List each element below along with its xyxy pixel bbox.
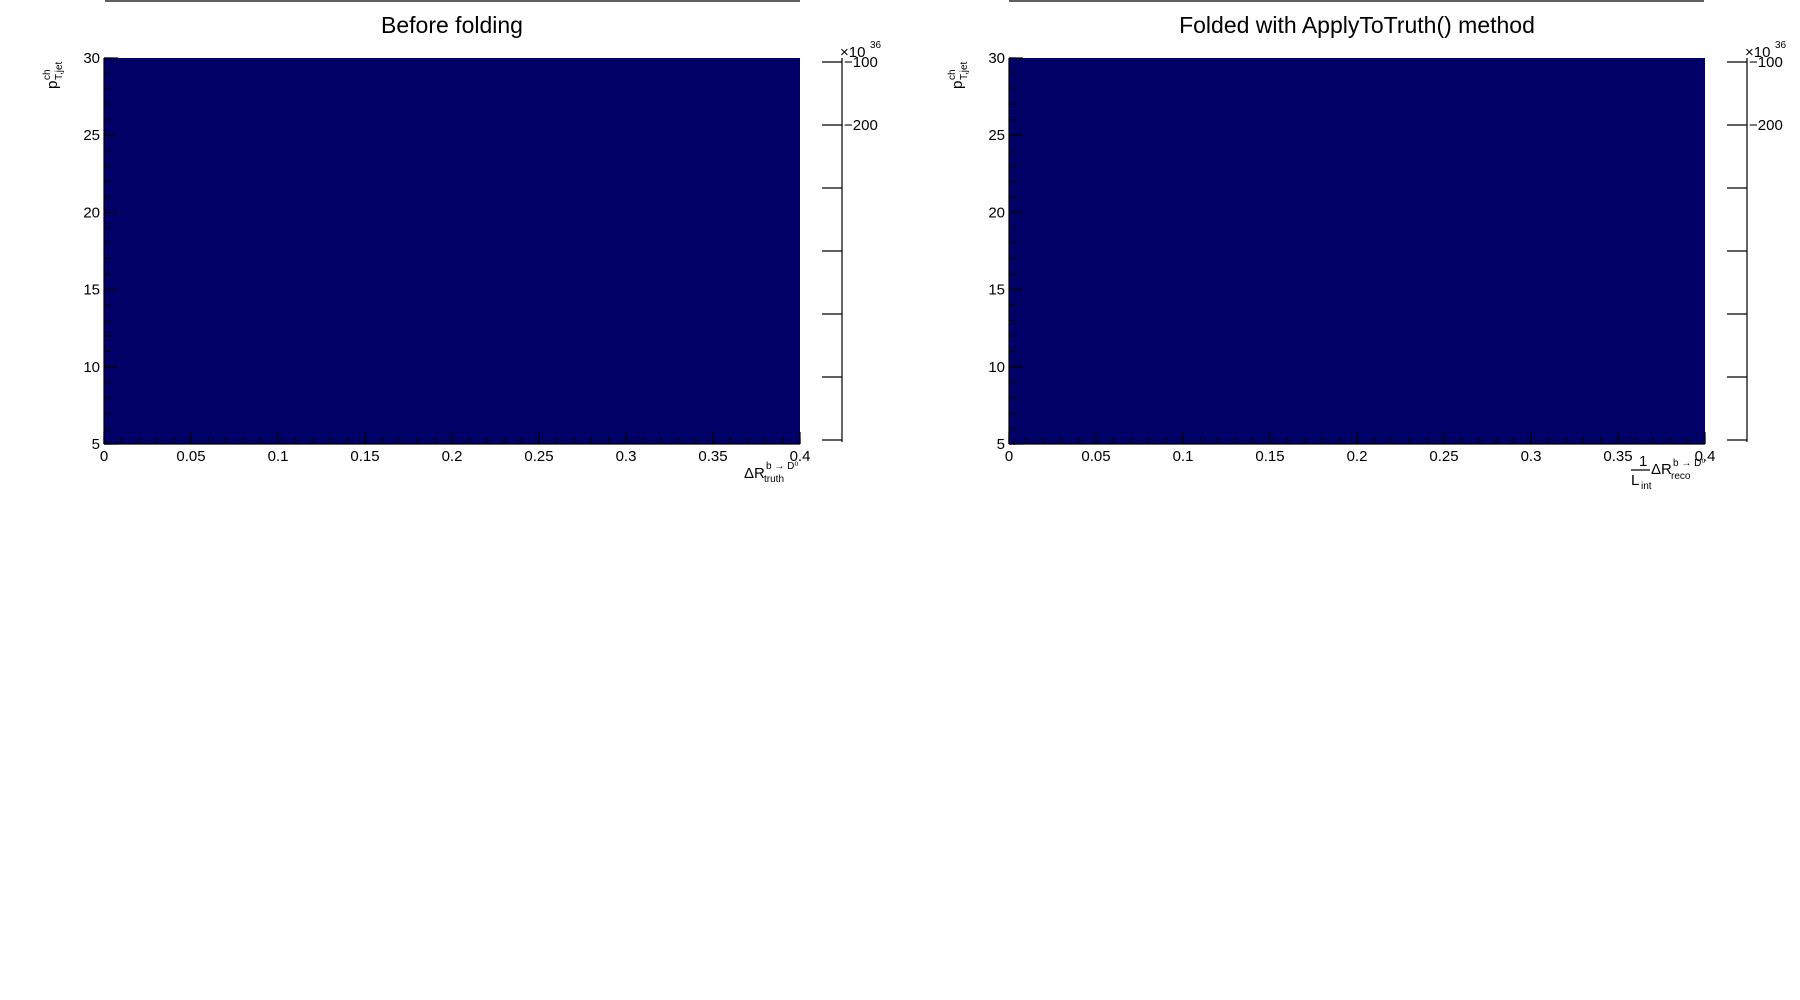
y-tick-label: 25 [83, 127, 100, 144]
heatmap-fill [104, 58, 800, 444]
z-exponent-power: 36 [1775, 40, 1787, 51]
z-tick-label: −200 [1749, 117, 1783, 134]
y-tick-label: 5 [92, 436, 100, 453]
x-tick-label: 0 [100, 448, 108, 465]
z-axis: −100 −200 ×10 36 [1727, 40, 1787, 442]
y-axis-label-base: p [44, 81, 61, 89]
x-tick-label: 0.1 [1173, 448, 1194, 465]
chart-title: Folded with ApplyToTruth() method [1179, 12, 1535, 38]
x-tick-label: 0.2 [1347, 448, 1368, 465]
x-tick-label: 0 [1005, 448, 1013, 465]
x-axis-label-prefix-den-sub: int [1641, 481, 1652, 492]
x-tick-label: 0.1 [268, 448, 289, 465]
y-tick-label: 30 [988, 50, 1005, 67]
x-ticks: 0 0.05 0.1 0.15 0.2 0.25 0.3 0.35 0.4 [1005, 432, 1716, 465]
x-tick-label: 0.05 [1081, 448, 1110, 465]
x-axis-label-base: ΔR [744, 465, 765, 482]
heatmap-fill [1009, 58, 1705, 444]
x-tick-label: 0.25 [1429, 448, 1458, 465]
y-tick-label: 15 [988, 282, 1005, 299]
x-tick-label: 0.3 [616, 448, 637, 465]
z-ticks: −100 −200 [1727, 54, 1783, 441]
y-axis-label-sub: T,jet [54, 61, 65, 80]
z-tick-label: −100 [844, 54, 878, 71]
x-tick-label: 0.3 [1521, 448, 1542, 465]
x-axis-label-sup: b → D⁰ [1673, 458, 1705, 469]
y-tick-label: 5 [997, 436, 1005, 453]
x-axis-label-sub: reco [1671, 471, 1691, 482]
x-tick-label: 0.25 [524, 448, 553, 465]
x-axis-label: ΔR b → D⁰ truth [744, 461, 798, 485]
y-axis-label-sup: ch [947, 69, 958, 80]
x-axis-label-prefix-den: L [1631, 472, 1639, 489]
y-tick-label: 20 [988, 204, 1005, 221]
y-tick-label: 20 [83, 204, 100, 221]
z-ticks: −100 −200 [822, 54, 878, 441]
y-axis-label-sup: ch [42, 69, 53, 80]
z-tick-label: −100 [1749, 54, 1783, 71]
z-exponent-base: ×10 [1745, 44, 1770, 61]
x-ticks: 0 0.05 0.1 0.15 0.2 0.25 0.3 0.35 0.4 [100, 432, 811, 465]
x-tick-label: 0.35 [698, 448, 727, 465]
x-axis-label-base: ΔR [1651, 461, 1672, 478]
x-tick-label: 0.2 [442, 448, 463, 465]
x-axis-label-prefix-num: 1 [1639, 453, 1647, 470]
z-axis: −100 −200 ×10 36 [822, 40, 882, 442]
z-exponent-base: ×10 [840, 44, 865, 61]
z-exponent-power: 36 [870, 40, 882, 51]
chart-before-folding: Before folding 0 0.05 0.1 0.15 0.2 0.25 0.3 0.3… [42, 0, 882, 485]
y-tick-label: 25 [988, 127, 1005, 144]
chart-title: Before folding [381, 12, 523, 38]
y-axis-label-base: p [949, 81, 966, 89]
x-axis-label-sup: b → D⁰ [766, 461, 798, 472]
y-tick-label: 30 [83, 50, 100, 67]
x-tick-label: 0.05 [176, 448, 205, 465]
x-tick-label: 0.15 [1255, 448, 1284, 465]
y-axis-label: p ch T,jet [42, 61, 65, 89]
y-tick-label: 10 [988, 359, 1005, 376]
x-tick-label: 0.35 [1603, 448, 1632, 465]
x-tick-label: 0.4 [1695, 448, 1716, 465]
x-axis-label: 1 L int ΔR b → D⁰ reco [1631, 453, 1705, 492]
y-axis-label-sub: T,jet [959, 61, 970, 80]
y-ticks: 5 10 15 20 25 30 [988, 50, 1023, 453]
x-tick-label: 0.15 [350, 448, 379, 465]
y-tick-label: 10 [83, 359, 100, 376]
chart-folded-apply-to-truth: Folded with ApplyToTruth() method 0 0.05 0… [947, 0, 1787, 492]
y-axis-label: p ch T,jet [947, 61, 970, 89]
z-tick-label: −200 [844, 117, 878, 134]
y-ticks: 5 10 15 20 25 30 [83, 50, 118, 453]
x-tick-label: 0.4 [790, 448, 811, 465]
x-axis-label-sub: truth [764, 474, 784, 485]
y-tick-label: 15 [83, 282, 100, 299]
